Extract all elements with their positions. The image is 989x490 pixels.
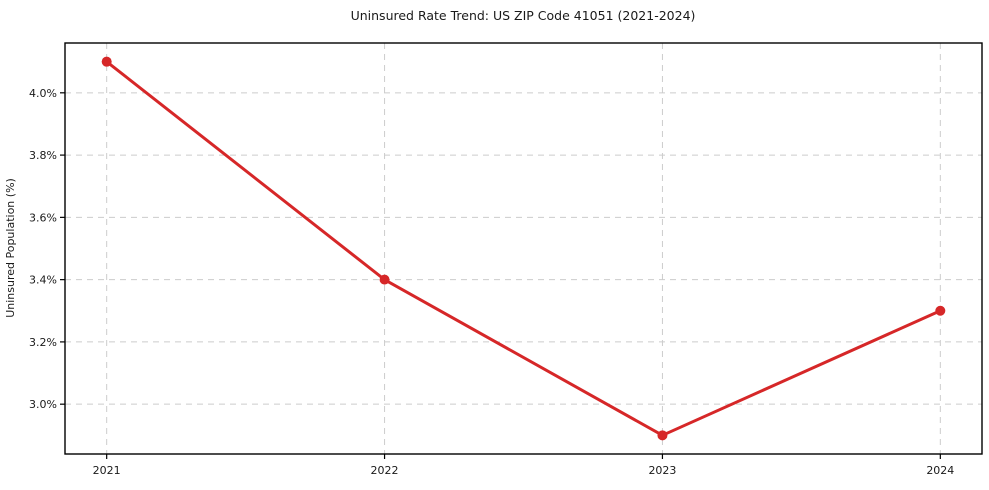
chart-title: Uninsured Rate Trend: US ZIP Code 41051 … — [351, 8, 696, 23]
data-point-2022 — [379, 274, 390, 285]
data-point-2024 — [935, 305, 946, 316]
y-tick-label: 3.8% — [29, 149, 57, 162]
trend-line — [105, 60, 942, 437]
x-tick-label: 2023 — [648, 464, 676, 477]
y-tick-label: 3.0% — [29, 398, 57, 411]
axes: 3.0% 3.2% 3.4% 3.6% 3.8% 4.0% 2021 2022 2023 2024 — [29, 42, 983, 477]
gridlines — [65, 43, 982, 454]
data-point-2023 — [657, 430, 668, 441]
y-tick-label: 4.0% — [29, 87, 57, 100]
y-tick-label: 3.6% — [29, 211, 57, 224]
x-tick-label: 2022 — [371, 464, 399, 477]
data-point-2021 — [101, 56, 112, 67]
y-axis-label: Uninsured Population (%) — [4, 178, 17, 318]
plot-border — [64, 42, 983, 455]
y-tick-label: 3.2% — [29, 336, 57, 349]
x-tick-label: 2021 — [93, 464, 121, 477]
y-tick-label: 3.4% — [29, 274, 57, 287]
x-tick-label: 2024 — [926, 464, 954, 477]
series — [101, 56, 946, 441]
